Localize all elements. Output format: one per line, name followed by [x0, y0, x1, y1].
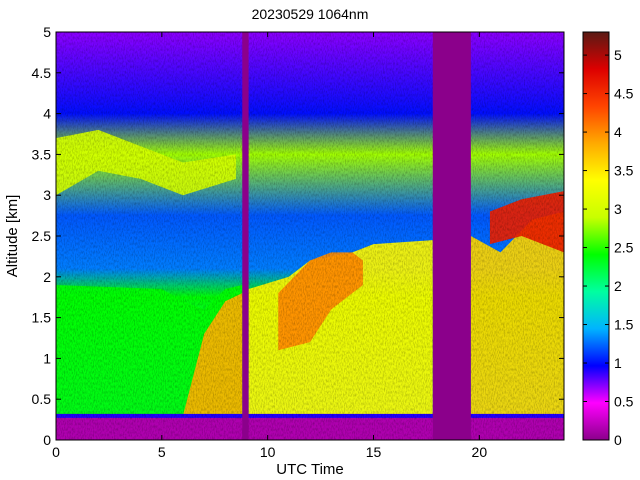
- colorbar-tick-label: 2: [614, 278, 622, 294]
- colorbar-tick-label: 4: [614, 124, 622, 140]
- y-tick-label: 3: [43, 187, 51, 203]
- colorbar-tick-label: 2.5: [614, 240, 634, 256]
- colorbar-tick-label: 4.5: [614, 86, 634, 102]
- colorbar-tick-label: 1.5: [614, 317, 634, 333]
- x-tick-label: 15: [366, 444, 382, 460]
- y-tick-label: 5: [43, 24, 51, 40]
- colorbar-tick-label: 0.5: [614, 394, 634, 410]
- y-axis: 0 0.5 1 1.5 2 2.5 3 3.5 4 4.5 5: [32, 24, 564, 448]
- chart-title: 20230529 1064nm: [252, 6, 369, 22]
- noise-overlay: [56, 32, 564, 440]
- y-tick-label: 0: [43, 432, 51, 448]
- x-tick-label: 10: [260, 444, 276, 460]
- colorbar-tick-label: 3: [614, 201, 622, 217]
- colorbar-tick-label: 5: [614, 47, 622, 63]
- x-tick-label: 5: [158, 444, 166, 460]
- colorbar-axis: 0 0.5 1 1.5 2 2.5 3 3.5 4 4.5 5: [583, 47, 634, 448]
- x-axis-label: UTC Time: [276, 461, 344, 478]
- x-tick-label: 0: [52, 444, 60, 460]
- colorbar-tick-label: 3.5: [614, 163, 634, 179]
- y-tick-label: 1: [43, 350, 51, 366]
- y-tick-label: 1.5: [32, 310, 52, 326]
- y-tick-label: 2: [43, 269, 51, 285]
- y-tick-label: 4: [43, 106, 51, 122]
- colorbar-tick-label: 0: [614, 432, 622, 448]
- no-data-gap-0: [242, 32, 249, 440]
- x-tick-label: 20: [472, 444, 488, 460]
- y-tick-label: 3.5: [32, 146, 52, 162]
- no-data-gap-1: [432, 32, 471, 440]
- y-tick-label: 2.5: [32, 228, 52, 244]
- y-tick-label: 0.5: [32, 391, 52, 407]
- colorbar: [582, 31, 610, 441]
- x-axis: 0 5 10 15 20: [52, 32, 487, 460]
- y-axis-label: Altitude [km]: [4, 195, 21, 278]
- colorbar-tick-label: 1: [614, 355, 622, 371]
- plot-area: [56, 32, 564, 440]
- y-tick-label: 4.5: [32, 65, 52, 81]
